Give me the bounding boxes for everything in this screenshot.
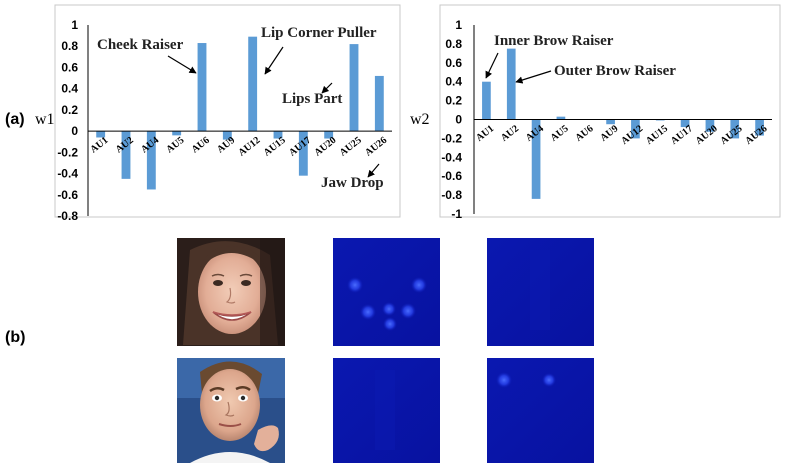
bar-au17 — [680, 119, 690, 128]
bar-au9 — [222, 131, 232, 140]
ytick-label: 0.6 — [445, 56, 462, 70]
ytick-label: -1 — [451, 207, 462, 221]
annotation-label: Lip Corner Puller — [261, 25, 377, 41]
bar-au25 — [349, 44, 359, 132]
ytick-label: 0.8 — [445, 37, 462, 51]
ytick-label: 0 — [71, 124, 78, 138]
annotation-label: Inner Brow Raiser — [494, 33, 614, 49]
bar-au17 — [298, 131, 308, 176]
ytick-label: 0.6 — [61, 60, 78, 74]
chart-w2-ylabel: w2 — [410, 111, 430, 128]
bar-au15 — [273, 131, 283, 139]
annotation-label: Jaw Drop — [321, 175, 384, 191]
ytick-label: -0.6 — [57, 188, 78, 202]
bar-au2 — [506, 48, 516, 120]
panel-label-b: (b) — [5, 329, 25, 346]
ytick-label: 1 — [71, 18, 78, 32]
chart-w1-frame — [54, 4, 401, 218]
bar-au6 — [197, 43, 207, 132]
ytick-label: -0.2 — [441, 131, 462, 145]
heatmap-row2-col1 — [333, 358, 440, 463]
annotation-arrow — [264, 46, 284, 75]
ytick-label: 0.8 — [61, 39, 78, 53]
bar-au1 — [482, 81, 491, 120]
bar-au12 — [248, 36, 258, 132]
heatmap-row1-col1 — [333, 238, 440, 346]
ytick-label: -0.4 — [57, 167, 78, 181]
chart-w2-frame — [439, 4, 781, 218]
bar-au25 — [730, 119, 740, 139]
bar-au2 — [121, 131, 131, 179]
bar-au20 — [324, 131, 334, 139]
ytick-label: 1 — [455, 18, 462, 32]
bar-au4 — [146, 131, 156, 190]
smiling-face-photo — [177, 238, 285, 346]
bar-au4 — [531, 119, 541, 199]
bar-au20 — [705, 119, 715, 132]
bar-au5 — [172, 131, 182, 136]
ytick-label: 0.4 — [61, 82, 78, 96]
ytick-label: 0.2 — [61, 103, 78, 117]
ytick-label: 0 — [455, 113, 462, 127]
bar-au1 — [96, 131, 106, 138]
annotation-label: Lips Part — [282, 91, 342, 107]
chart-w1-ylabel: w1 — [35, 111, 55, 128]
annotation-arrow — [367, 163, 380, 178]
heatmap-row2-col2 — [487, 358, 594, 463]
bar-au26 — [374, 75, 384, 132]
annotation-arrow — [321, 82, 333, 94]
ytick-label: -0.6 — [441, 169, 462, 183]
bar-au12 — [631, 119, 640, 139]
annotation-label: Cheek Raiser — [97, 37, 184, 53]
ytick-label: -0.8 — [441, 188, 462, 202]
panel-label-a: (a) — [5, 111, 25, 128]
ytick-label: 0.2 — [445, 94, 462, 108]
annotation-arrow — [167, 55, 197, 74]
bar-au26 — [755, 119, 764, 136]
annotation-label: Outer Brow Raiser — [554, 63, 676, 79]
ytick-label: -0.4 — [441, 150, 462, 164]
bar-au9 — [606, 119, 615, 125]
ytick-label: 0.4 — [445, 75, 462, 89]
bar-au5 — [556, 116, 566, 120]
ytick-label: -0.8 — [57, 209, 78, 223]
ytick-label: -0.2 — [57, 145, 78, 159]
annotation-arrow — [485, 52, 499, 79]
heatmap-row1-col2 — [487, 238, 594, 346]
brow-raise-face-photo — [177, 358, 285, 463]
annotation-arrow — [515, 70, 552, 84]
